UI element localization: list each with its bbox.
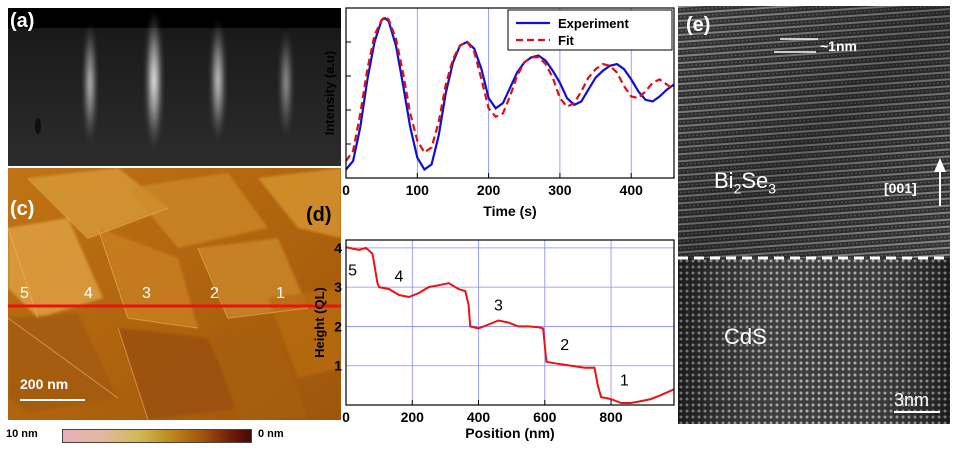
chart-d-tick-label-x: 0 [342, 409, 350, 425]
direction-label: [001] [884, 180, 917, 196]
chart-b-series-experiment [345, 16, 675, 172]
top-material-se: Se [741, 168, 769, 193]
chart-d-tick-label-y: 2 [334, 318, 342, 334]
chart-d-step-label: 5 [348, 262, 357, 279]
chart-b-plot-frame [345, 7, 675, 179]
chart-d-plot-frame [345, 239, 675, 406]
top-material-label: Bi2Se3 [714, 168, 776, 196]
chart-d-xlabel: Position (nm) [465, 425, 554, 441]
panel-e-label: (e) [686, 14, 711, 36]
panel-c-afm: (c) 5 4 3 2 1 200 nm [7, 168, 341, 421]
lattice-spacing-label: ~1nm [820, 38, 857, 54]
afm-colorbar [62, 429, 252, 443]
panel-e-tem: (e) ~1nm Bi2Se3 [001] CdS 3nm [678, 6, 950, 424]
panel-a-rheed: (a) [8, 8, 341, 166]
chart-b-legend [507, 9, 673, 51]
afm-mark-2: 2 [210, 285, 219, 302]
direction-arrow-head [934, 158, 946, 172]
afm-colorbar-max-label: 0 nm [258, 428, 284, 440]
chart-b-legend-label: Fit [558, 33, 575, 48]
panel-a-label: (a) [10, 10, 35, 32]
profile-chart: 1 2 3 4 0 200 400 600 800 Position (nm) Height (QL… [312, 239, 675, 441]
chart-d-ylabel: Height (QL) [312, 287, 327, 358]
panel-c-label: (c) [10, 198, 35, 220]
chart-d-tick-label-x: 600 [533, 409, 557, 425]
panel-b-oscillation: 0 100 200 300 400 Time (s) Intensity (a.u) Expe… [300, 0, 680, 225]
chart-d-tick-label-y: 3 [334, 279, 342, 295]
top-material-sub1: 2 [733, 180, 742, 197]
rheed-image [8, 8, 341, 166]
chart-b-legend-label: Experiment [558, 16, 629, 31]
top-material-sub2: 3 [768, 180, 777, 197]
tem-scale-label: 3nm [894, 390, 930, 410]
chart-d-step-label: 2 [560, 337, 569, 354]
afm-mark-5: 5 [20, 285, 29, 302]
chart-b-tick-label-x: 0 [342, 182, 350, 198]
chart-d-step-label: 3 [494, 298, 503, 315]
chart-d-tick-label-x: 200 [401, 409, 425, 425]
chart-b-xlabel: Time (s) [483, 203, 536, 219]
chart-d-tick-label-y: 1 [334, 358, 342, 374]
chart-b-tick-label-x: 300 [548, 182, 572, 198]
chart-b-tick-label-x: 400 [620, 182, 644, 198]
afm-mark-1: 1 [276, 285, 285, 302]
chart-d-step-label: 4 [395, 268, 404, 285]
top-material-bi: Bi [714, 168, 734, 193]
panel-b-label: (b) [306, 6, 332, 28]
chart-d-tick-label-x: 800 [599, 409, 623, 425]
afm-image [7, 168, 341, 421]
tem-image [678, 6, 950, 424]
afm-scale-label: 200 nm [20, 376, 69, 392]
panel-d-profile: 1 2 3 4 0 200 400 600 800 Position (nm) Height (QL… [300, 200, 680, 448]
chart-d-series-height [345, 246, 675, 404]
afm-colorbar-min-label: 10 nm [6, 428, 38, 440]
afm-mark-3: 3 [142, 285, 151, 302]
chart-b-tick-label-x: 200 [477, 182, 501, 198]
bottom-material-label: CdS [724, 324, 767, 349]
afm-mark-4: 4 [84, 285, 93, 302]
chart-d-tick-label-x: 400 [467, 409, 491, 425]
panel-d-label: (d) [306, 204, 332, 226]
chart-d-tick-label-y: 4 [334, 240, 342, 256]
oscillation-chart: 0 100 200 300 400 Time (s) Intensity (a.u) Expe… [322, 7, 675, 219]
chart-b-tick-label-x: 100 [406, 182, 430, 198]
chart-d-step-label: 1 [620, 372, 629, 389]
chart-b-ylabel: Intensity (a.u) [322, 51, 337, 136]
